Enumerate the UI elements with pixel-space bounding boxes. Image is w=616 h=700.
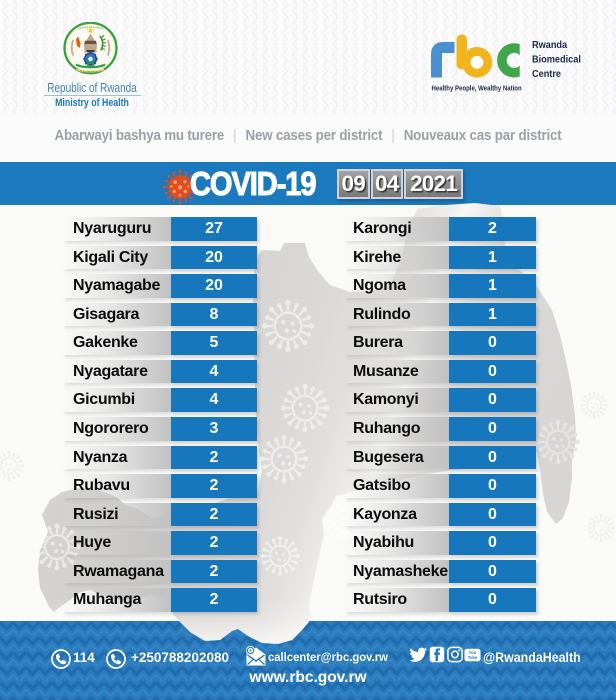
svg-text:You: You xyxy=(469,650,477,655)
svg-text:Tube: Tube xyxy=(468,655,478,660)
svg-text:Biomedical: Biomedical xyxy=(532,54,581,66)
svg-text:Centre: Centre xyxy=(532,69,562,81)
svg-text:Healthy People, Wealthy Nation: Healthy People, Wealthy Nation xyxy=(432,85,522,93)
svg-text:Rwanda: Rwanda xyxy=(532,40,568,52)
